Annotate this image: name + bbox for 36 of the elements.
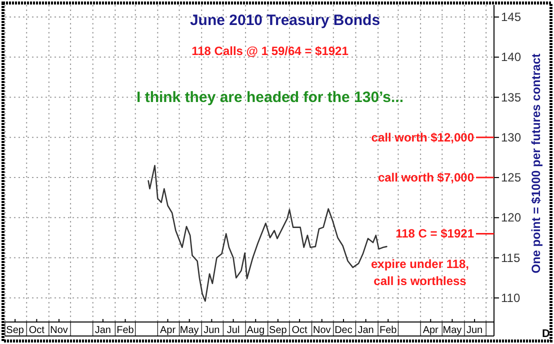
x-tick-label: Sep xyxy=(6,325,24,336)
x-tick-label: May xyxy=(442,325,462,336)
x-tick-label: Feb xyxy=(380,325,398,336)
x-tick-label: Jan xyxy=(94,325,112,336)
x-tick-label: Oct xyxy=(28,325,45,336)
x-tick-label: Apr xyxy=(160,325,176,336)
y2-tick-label: 110 xyxy=(501,290,520,305)
x-tick-label: Feb xyxy=(116,325,134,336)
y2-tick-label: 130 xyxy=(501,130,522,144)
annotation: I think they are headed for the 130’s... xyxy=(136,89,404,106)
y2-axis-title: One point = $1000 per futures contract xyxy=(529,54,543,274)
x-tick-label: Sep xyxy=(269,325,288,336)
annotation: expire under 118, call is worthless xyxy=(370,257,470,288)
x-tick-label: Jun xyxy=(466,325,483,336)
text: June 2010 Treasury Bonds xyxy=(190,12,380,29)
x-tick-label: Jul xyxy=(226,325,240,336)
ref-line-label: call worth $12,000 xyxy=(371,130,474,144)
x-tick-label: May xyxy=(180,325,199,336)
x-tick-label: Jun xyxy=(204,325,220,336)
x-tick-label: Nov xyxy=(312,325,331,336)
ref-line-label: 118 C = $1921 xyxy=(396,226,474,241)
text: 118 Calls @ 1 59/64 = $1921 xyxy=(192,44,349,58)
y2-tick-label: 140 xyxy=(501,50,522,64)
text: D xyxy=(542,328,550,340)
y2-tick-label: 120 xyxy=(501,210,522,225)
x-tick-label: Nov xyxy=(50,325,68,336)
x-tick-label: Jan xyxy=(358,325,374,336)
y2-tick-label: 135 xyxy=(501,90,522,104)
x-tick-label: Dec xyxy=(334,325,352,336)
x-tick-label: Aug xyxy=(246,325,265,336)
x-tick-label: Oct xyxy=(292,325,308,336)
y2-tick-label: 115 xyxy=(501,250,520,265)
ref-line-label: call worth $7,000 xyxy=(378,170,474,185)
x-tick-label: Apr xyxy=(422,325,440,336)
y2-tick-label: 145 xyxy=(501,10,522,24)
y2-tick-label: 125 xyxy=(501,170,522,185)
